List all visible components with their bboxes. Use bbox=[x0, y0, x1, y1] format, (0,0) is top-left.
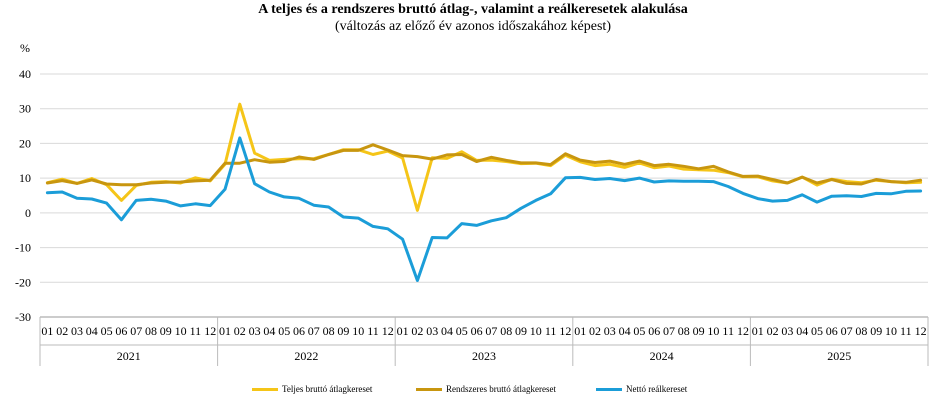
x-month-label: 07 bbox=[841, 324, 853, 338]
legend-label: Teljes bruttó átlagkereset bbox=[282, 384, 373, 394]
x-month-label: 12 bbox=[204, 324, 216, 338]
x-month-label: 08 bbox=[145, 324, 157, 338]
x-year-label: 2025 bbox=[827, 349, 851, 363]
x-year-label: 2024 bbox=[650, 349, 674, 363]
x-month-label: 02 bbox=[767, 324, 779, 338]
y-tick-label: -20 bbox=[15, 275, 31, 289]
x-month-label: 02 bbox=[234, 324, 246, 338]
x-month-label: 01 bbox=[41, 324, 53, 338]
y-tick-label: 10 bbox=[19, 171, 31, 185]
y-axis-ticks: 40 30 20 10 0 -10 -20 -30 bbox=[15, 67, 31, 324]
x-year-label: 2023 bbox=[472, 349, 496, 363]
x-month-label: 06 bbox=[826, 324, 838, 338]
y-tick-label: 40 bbox=[19, 67, 31, 81]
x-year-label: 2022 bbox=[294, 349, 318, 363]
x-month-label: 05 bbox=[101, 324, 113, 338]
series-lines bbox=[45, 102, 923, 282]
x-month-label: 09 bbox=[160, 324, 172, 338]
legend-item-rendszeres: Rendszeres bruttó átlagkereset bbox=[416, 384, 556, 394]
x-month-label: 10 bbox=[885, 324, 897, 338]
x-month-label: 12 bbox=[737, 324, 749, 338]
x-month-label: 03 bbox=[426, 324, 438, 338]
x-month-label: 04 bbox=[796, 324, 808, 338]
x-month-label: 04 bbox=[86, 324, 98, 338]
y-tick-label: 30 bbox=[19, 102, 31, 116]
x-month-label: 07 bbox=[308, 324, 320, 338]
legend-label: Rendszeres bruttó átlagkereset bbox=[446, 384, 556, 394]
x-month-label: 09 bbox=[337, 324, 349, 338]
x-month-label: 02 bbox=[589, 324, 601, 338]
x-month-label: 05 bbox=[811, 324, 823, 338]
x-month-label: 07 bbox=[485, 324, 497, 338]
x-month-label: 07 bbox=[663, 324, 675, 338]
y-axis-label: % bbox=[20, 41, 30, 55]
x-month-label: 02 bbox=[56, 324, 68, 338]
legend-swatch bbox=[596, 387, 622, 391]
legend-item-netto-real: Nettó reálkereset bbox=[596, 384, 687, 394]
x-month-label: 03 bbox=[604, 324, 616, 338]
series-line-0 bbox=[45, 102, 923, 212]
x-month-label: 12 bbox=[559, 324, 571, 338]
x-month-label: 01 bbox=[574, 324, 586, 338]
x-month-label: 06 bbox=[648, 324, 660, 338]
series-line-2 bbox=[45, 136, 923, 282]
x-month-label: 07 bbox=[130, 324, 142, 338]
x-month-label: 09 bbox=[870, 324, 882, 338]
x-month-label: 10 bbox=[707, 324, 719, 338]
x-month-label: 05 bbox=[456, 324, 468, 338]
x-month-label: 10 bbox=[175, 324, 187, 338]
x-month-label: 06 bbox=[293, 324, 305, 338]
x-month-label: 05 bbox=[633, 324, 645, 338]
x-month-label: 05 bbox=[278, 324, 290, 338]
legend-swatch bbox=[416, 387, 442, 391]
legend-item-teljes: Teljes bruttó átlagkereset bbox=[252, 384, 372, 394]
x-month-label: 08 bbox=[500, 324, 512, 338]
x-month-label: 10 bbox=[530, 324, 542, 338]
x-month-label: 06 bbox=[471, 324, 483, 338]
x-month-label: 04 bbox=[441, 324, 453, 338]
x-month-label: 11 bbox=[190, 324, 202, 338]
x-month-label: 11 bbox=[545, 324, 557, 338]
x-month-label: 11 bbox=[722, 324, 734, 338]
x-month-label: 08 bbox=[678, 324, 690, 338]
legend-swatch bbox=[252, 387, 278, 391]
y-tick-label: 20 bbox=[19, 136, 31, 150]
x-month-label: 09 bbox=[515, 324, 527, 338]
x-month-label: 02 bbox=[411, 324, 423, 338]
x-month-label: 08 bbox=[323, 324, 335, 338]
x-month-label: 01 bbox=[752, 324, 764, 338]
legend-label: Nettó reálkereset bbox=[626, 384, 688, 394]
x-month-label: 04 bbox=[619, 324, 631, 338]
y-tick-label: 0 bbox=[25, 206, 31, 220]
x-month-label: 08 bbox=[855, 324, 867, 338]
x-month-label: 03 bbox=[71, 324, 83, 338]
x-month-label: 11 bbox=[367, 324, 379, 338]
x-month-label: 11 bbox=[900, 324, 912, 338]
chart-title: A teljes és a rendszeres bruttó átlag-, … bbox=[258, 2, 688, 17]
x-month-label: 12 bbox=[915, 324, 927, 338]
x-month-label: 10 bbox=[352, 324, 364, 338]
x-year-label: 2021 bbox=[117, 349, 141, 363]
x-month-label: 06 bbox=[115, 324, 127, 338]
x-month-label: 12 bbox=[382, 324, 394, 338]
x-month-label: 03 bbox=[249, 324, 261, 338]
x-month-label: 09 bbox=[693, 324, 705, 338]
y-tick-label: -30 bbox=[15, 310, 31, 324]
x-month-label: 01 bbox=[219, 324, 231, 338]
chart-subtitle: (változás az előző év azonos időszakához… bbox=[335, 19, 611, 34]
grid-lines bbox=[40, 73, 928, 318]
x-month-label: 03 bbox=[781, 324, 793, 338]
x-month-label: 01 bbox=[397, 324, 409, 338]
series-line-1 bbox=[45, 143, 923, 187]
y-tick-label: -10 bbox=[15, 241, 31, 255]
x-month-label: 04 bbox=[263, 324, 275, 338]
